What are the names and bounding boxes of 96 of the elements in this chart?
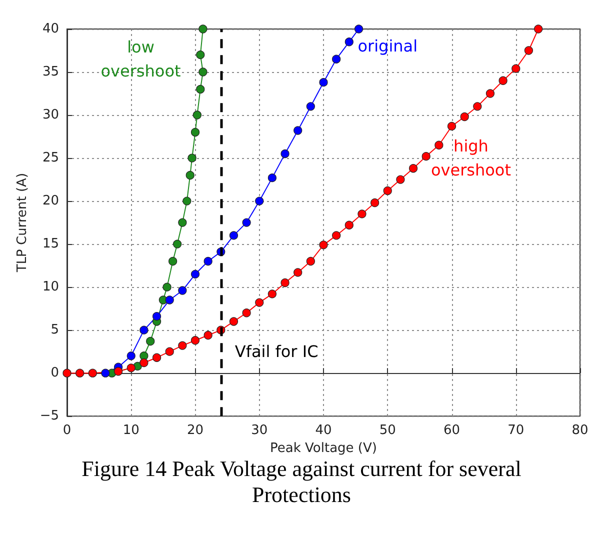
caption: Figure 14 Peak Voltage against current for several Protections: [80, 456, 522, 508]
point: [354, 24, 364, 34]
x-tick-label: 50: [379, 423, 396, 438]
point: [190, 336, 200, 345]
point: [178, 286, 187, 295]
point: [383, 186, 392, 196]
series-label: low overshoot: [100, 38, 181, 81]
y-tick-label: 30: [42, 108, 59, 123]
point: [358, 210, 366, 218]
point: [190, 128, 200, 137]
point: [319, 78, 328, 87]
x-tick-label: 10: [122, 423, 140, 438]
point: [204, 256, 212, 266]
point: [76, 368, 84, 378]
point: [114, 367, 123, 376]
y-tick-label: 20: [42, 194, 59, 209]
point: [186, 170, 194, 180]
point: [229, 317, 238, 326]
point: [408, 164, 418, 173]
x-tick-label: 70: [508, 423, 524, 438]
x-tick-label: 80: [572, 423, 588, 438]
point: [196, 50, 205, 60]
point: [126, 352, 136, 360]
point: [344, 38, 354, 46]
point: [486, 89, 495, 98]
point: [182, 196, 192, 206]
point: [396, 175, 405, 184]
series-label: high overshoot: [430, 136, 511, 180]
point: [165, 347, 174, 356]
x-tick-label: 30: [251, 423, 268, 438]
point: [198, 68, 208, 76]
point: [512, 64, 520, 73]
point: [152, 353, 162, 362]
point: [344, 220, 354, 230]
point: [190, 270, 200, 278]
x-tick-label: 60: [443, 423, 460, 438]
point: [498, 76, 508, 85]
point: [434, 140, 444, 150]
y-tick-label: 35: [42, 64, 59, 80]
point: [140, 326, 148, 334]
point: [173, 240, 182, 248]
point: [178, 341, 187, 350]
y-tick-label: 40: [42, 22, 59, 36]
y-axis-title: TLP Current (A): [14, 172, 30, 274]
point: [188, 154, 196, 162]
point: [126, 364, 136, 372]
point: [255, 298, 264, 307]
point: [196, 84, 205, 94]
series-label: original: [358, 36, 418, 56]
point: [306, 256, 315, 266]
point: [140, 358, 148, 368]
ref-line-label: Vfail for IC: [234, 342, 318, 362]
point: [198, 24, 208, 34]
point: [534, 24, 543, 34]
point: [460, 112, 469, 122]
y-tick-label: −5: [40, 408, 59, 424]
point: [62, 368, 72, 378]
point: [178, 218, 187, 227]
point: [204, 330, 212, 340]
point: [88, 368, 97, 378]
point: [146, 336, 155, 346]
point: [152, 312, 162, 321]
point: [280, 149, 290, 158]
point: [268, 174, 276, 182]
y-tick-label: 5: [50, 322, 59, 338]
y-tick-label: 25: [42, 150, 59, 166]
point: [255, 196, 264, 206]
point: [229, 231, 238, 240]
point: [332, 231, 341, 240]
point: [165, 296, 174, 304]
point: [268, 290, 276, 298]
y-tick-label: 10: [42, 280, 59, 295]
point: [447, 122, 456, 131]
point: [473, 102, 482, 111]
point: [319, 240, 328, 250]
point: [370, 198, 380, 208]
point: [294, 268, 302, 277]
point: [162, 282, 172, 292]
x-axis-title: Peak Voltage (V): [270, 441, 377, 456]
x-tick-label: 0: [62, 423, 72, 438]
point: [294, 126, 302, 135]
point: [140, 352, 148, 360]
y-tick-label: 0: [50, 366, 59, 381]
point: [332, 54, 341, 64]
point: [242, 218, 251, 227]
point: [524, 46, 533, 55]
y-tick-label: 15: [42, 236, 59, 252]
point: [280, 278, 290, 288]
point: [306, 102, 315, 111]
point: [192, 110, 202, 120]
point: [422, 152, 430, 161]
x-tick-label: 40: [315, 423, 332, 438]
x-tick-label: 20: [186, 423, 204, 438]
point: [101, 368, 110, 378]
point: [168, 256, 178, 266]
point: [242, 308, 251, 318]
